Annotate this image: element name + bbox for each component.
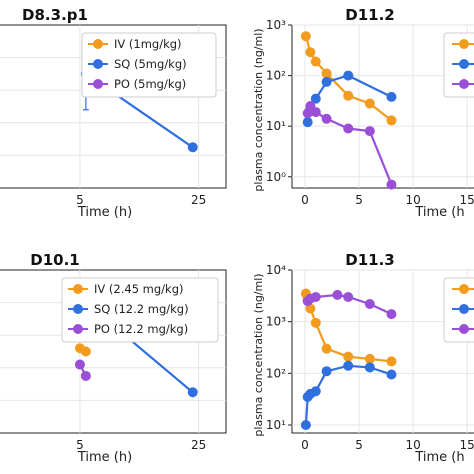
data-point [80, 346, 91, 357]
legend-marker-po [93, 79, 103, 89]
panel-title: D11.2 [345, 6, 394, 24]
legend-marker-po [73, 324, 83, 334]
panel-d8-3-p1: D8.3.p1 5 25 IV (1mg/kg) SQ (5mg/kg) PO (… [0, 6, 227, 220]
legend-box [61, 277, 219, 343]
x-tick-label: 0 [301, 438, 309, 452]
data-point [386, 356, 397, 367]
x-tick-label: 5 [355, 193, 363, 207]
x-axis-label: Time (h) [77, 450, 132, 465]
data-point [321, 76, 332, 87]
y-axis-label: plasma concentration (ng/ml) [252, 273, 265, 436]
legend-box [81, 32, 217, 98]
legend-marker-po [459, 324, 469, 334]
x-tick-label: 15 [459, 193, 474, 207]
panel-d11-2: D11.2 0 5 10 15 10⁰ 10¹ 10² 10³ Time (h plasma … [252, 6, 474, 220]
y-tick-label: 10³ [266, 18, 286, 32]
data-point [74, 359, 85, 370]
data-point [310, 292, 321, 303]
y-tick-label: 10² [266, 69, 286, 83]
x-tick-label: 15 [459, 438, 474, 452]
x-tick-label: 5 [76, 193, 84, 207]
data-point [321, 113, 332, 124]
data-point [187, 142, 198, 153]
data-point [343, 90, 354, 101]
legend-marker-sq [73, 304, 83, 314]
data-point [343, 351, 354, 362]
data-point [343, 123, 354, 134]
legend [443, 277, 474, 343]
legend-marker-iv [459, 39, 469, 49]
legend-label-po: PO (12.2 mg/kg) [94, 322, 188, 336]
data-point [321, 343, 332, 354]
x-axis-label: Time (h [414, 205, 464, 220]
y-tick-label: 10⁰ [266, 170, 286, 184]
x-tick-label: 25 [191, 438, 206, 452]
data-point [310, 317, 321, 328]
legend-marker-sq [459, 304, 469, 314]
y-tick-label: 10² [266, 366, 286, 380]
data-point [364, 353, 375, 364]
x-axis-label: Time (h [414, 450, 464, 465]
x-tick-label: 5 [355, 438, 363, 452]
legend: IV (2.45 mg/kg) SQ (12.2 mg/kg) PO (12.2… [61, 277, 219, 343]
x-tick-label: 25 [191, 193, 206, 207]
data-point [305, 47, 316, 58]
data-point [386, 309, 397, 320]
legend-marker-sq [93, 59, 103, 69]
data-point [386, 369, 397, 380]
x-tick-label: 10 [405, 193, 420, 207]
legend-marker-iv [459, 284, 469, 294]
x-tick-label: 5 [76, 438, 84, 452]
data-point [343, 292, 354, 303]
data-point [310, 386, 321, 397]
y-tick-label: 10⁴ [266, 263, 286, 277]
legend [443, 32, 474, 98]
legend: IV (1mg/kg) SQ (5mg/kg) PO (5mg/kg) [81, 32, 217, 98]
x-tick-label: 10 [405, 438, 420, 452]
legend-marker-iv [73, 284, 83, 294]
data-point [321, 68, 332, 79]
data-point [386, 179, 397, 190]
legend-label-iv: IV (2.45 mg/kg) [94, 282, 183, 296]
data-point [364, 126, 375, 137]
data-point [310, 107, 321, 118]
legend-marker-iv [93, 39, 103, 49]
data-point [364, 98, 375, 109]
legend-marker-po [459, 79, 469, 89]
data-point [321, 366, 332, 377]
legend-label-sq: SQ (5mg/kg) [114, 57, 187, 71]
legend-label-sq: SQ (12.2 mg/kg) [94, 302, 189, 316]
data-point [187, 387, 198, 398]
x-tick-label: 0 [301, 193, 309, 207]
y-tick-label: 10³ [266, 315, 286, 329]
data-point [300, 419, 311, 430]
y-tick-label: 10¹ [266, 418, 286, 432]
legend-marker-sq [459, 59, 469, 69]
data-point [80, 370, 91, 381]
data-point [386, 91, 397, 102]
data-point [343, 360, 354, 371]
data-point [386, 115, 397, 126]
y-axis-label: plasma concentration (ng/ml) [252, 28, 265, 191]
panel-title: D8.3.p1 [22, 6, 88, 24]
data-point [364, 298, 375, 309]
legend-label-iv: IV (1mg/kg) [114, 37, 182, 51]
data-point [332, 289, 343, 300]
panel-d11-3: D11.3 0 5 10 15 10¹ 10² 10³ 10⁴ Time (h plasma … [252, 251, 474, 465]
data-point [302, 117, 313, 128]
data-point [343, 70, 354, 81]
data-point [310, 93, 321, 104]
panel-d10-1: D10.1 5 25 IV (2.45 mg/kg) SQ (12.2 mg/kg… [0, 251, 227, 465]
panel-title: D11.3 [345, 251, 394, 269]
legend-label-po: PO (5mg/kg) [114, 77, 186, 91]
x-axis-label: Time (h) [77, 205, 132, 220]
data-point [310, 56, 321, 67]
data-point [300, 31, 311, 42]
y-tick-label: 10¹ [266, 119, 286, 133]
data-point [364, 362, 375, 373]
panel-title: D10.1 [30, 251, 79, 269]
